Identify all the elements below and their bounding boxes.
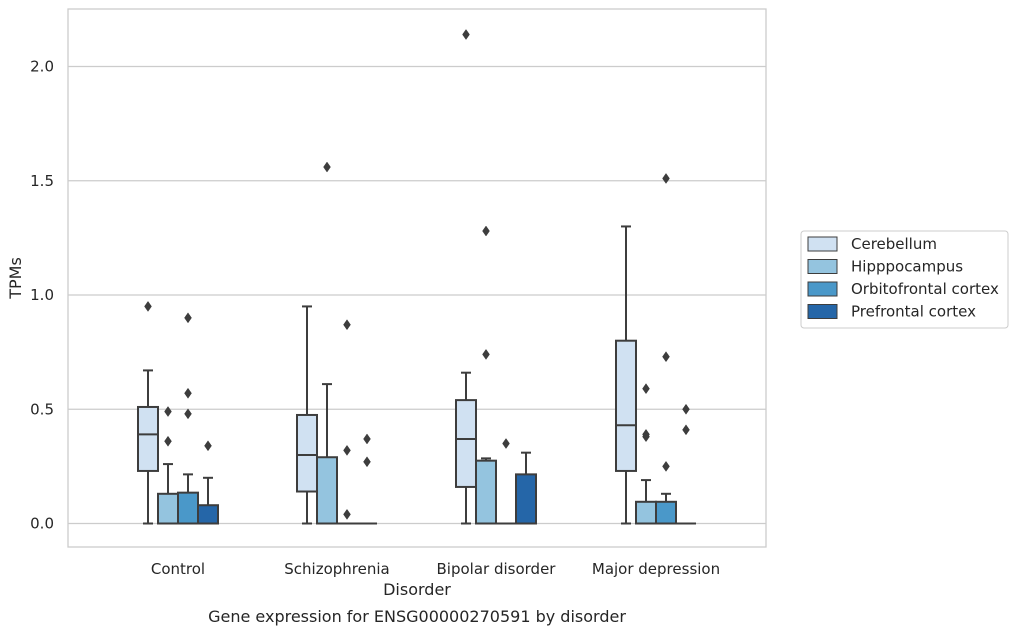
outlier-point bbox=[662, 460, 670, 472]
box-body bbox=[197, 504, 219, 525]
y-tick-label: 1.5 bbox=[30, 172, 54, 190]
y-tick-label: 0.0 bbox=[30, 515, 54, 533]
x-tick-label: Schizophrenia bbox=[284, 560, 389, 578]
box-body bbox=[475, 459, 497, 525]
outlier-point bbox=[482, 348, 490, 360]
outlier-point bbox=[164, 406, 172, 417]
outlier-point bbox=[343, 319, 351, 331]
box-body bbox=[137, 405, 159, 472]
y-tick-labels: 0.0 0.5 1.0 1.5 2.0 bbox=[30, 58, 54, 533]
box-hipppocampus bbox=[157, 406, 179, 525]
outlier-point bbox=[662, 173, 670, 184]
box-cerebellum bbox=[615, 225, 637, 525]
outlier-point bbox=[682, 403, 690, 415]
legend-swatch bbox=[807, 281, 838, 297]
legend-frame bbox=[800, 230, 1009, 329]
box-layer bbox=[137, 29, 696, 525]
legend-label: Hipppocampus bbox=[851, 258, 963, 276]
outlier-point bbox=[682, 424, 690, 436]
outlier-point bbox=[642, 428, 650, 440]
x-tick-label: Major depression bbox=[592, 560, 720, 578]
box-body bbox=[455, 399, 477, 488]
box-hipppocampus bbox=[475, 225, 497, 525]
outlier-point bbox=[363, 433, 371, 445]
legend-swatch bbox=[807, 236, 838, 252]
y-axis-title: TPMs bbox=[6, 257, 25, 300]
box-prefrontal-cortex bbox=[197, 440, 219, 525]
chart-title: Gene expression for ENSG00000270591 by d… bbox=[208, 607, 626, 626]
outlier-point bbox=[662, 351, 670, 363]
outlier-point bbox=[184, 387, 192, 399]
box-body bbox=[177, 491, 199, 525]
outlier-point bbox=[184, 312, 192, 324]
legend: Cerebellum Hipppocampus Orbitofrontal cort… bbox=[800, 230, 1009, 329]
plot-frame bbox=[67, 8, 767, 548]
outlier-point bbox=[363, 456, 371, 468]
legend-swatch bbox=[807, 304, 838, 319]
y-tick-label: 2.0 bbox=[30, 58, 54, 76]
box-cerebellum bbox=[137, 300, 159, 525]
box-orbitofrontal-cortex bbox=[496, 438, 516, 525]
grid-lines bbox=[68, 65, 766, 525]
legend-label: Prefrontal cortex bbox=[851, 303, 976, 321]
box-hipppocampus bbox=[316, 161, 338, 525]
box-cerebellum bbox=[296, 305, 318, 525]
box-body bbox=[655, 500, 677, 525]
x-axis-title: Disorder bbox=[383, 580, 451, 599]
x-tick-label: Control bbox=[151, 560, 205, 578]
outlier-point bbox=[502, 438, 510, 449]
box-prefrontal-cortex bbox=[676, 403, 696, 525]
box-prefrontal-cortex bbox=[515, 451, 537, 525]
box-body bbox=[615, 339, 637, 472]
y-tick-label: 1.0 bbox=[30, 286, 54, 304]
legend-label: Cerebellum bbox=[851, 235, 937, 253]
x-tick-label: Bipolar disorder bbox=[437, 560, 557, 578]
outlier-point bbox=[343, 508, 351, 520]
box-prefrontal-cortex bbox=[357, 433, 377, 525]
outlier-point bbox=[144, 300, 152, 312]
outlier-point bbox=[343, 444, 351, 456]
x-tick-labels: Control Schizophrenia Bipolar disorder Majo… bbox=[151, 560, 720, 578]
y-tick-label: 0.5 bbox=[30, 400, 54, 418]
box-cerebellum bbox=[455, 29, 477, 525]
legend-swatch bbox=[807, 259, 838, 274]
outlier-point bbox=[323, 161, 331, 173]
box-orbitofrontal-cortex bbox=[655, 173, 677, 525]
box-body bbox=[296, 413, 318, 493]
box-orbitofrontal-cortex bbox=[337, 319, 357, 525]
box-orbitofrontal-cortex bbox=[177, 312, 199, 525]
box-body bbox=[635, 500, 657, 525]
box-body bbox=[157, 492, 179, 525]
outlier-point bbox=[482, 225, 490, 237]
box-hipppocampus bbox=[635, 383, 657, 525]
outlier-point bbox=[204, 440, 212, 452]
legend-label: Orbitofrontal cortex bbox=[851, 280, 999, 298]
outlier-point bbox=[184, 408, 192, 420]
outlier-point bbox=[164, 435, 172, 447]
outlier-point bbox=[462, 29, 470, 40]
box-body bbox=[515, 473, 537, 525]
outlier-point bbox=[642, 383, 650, 395]
box-body bbox=[316, 456, 338, 525]
